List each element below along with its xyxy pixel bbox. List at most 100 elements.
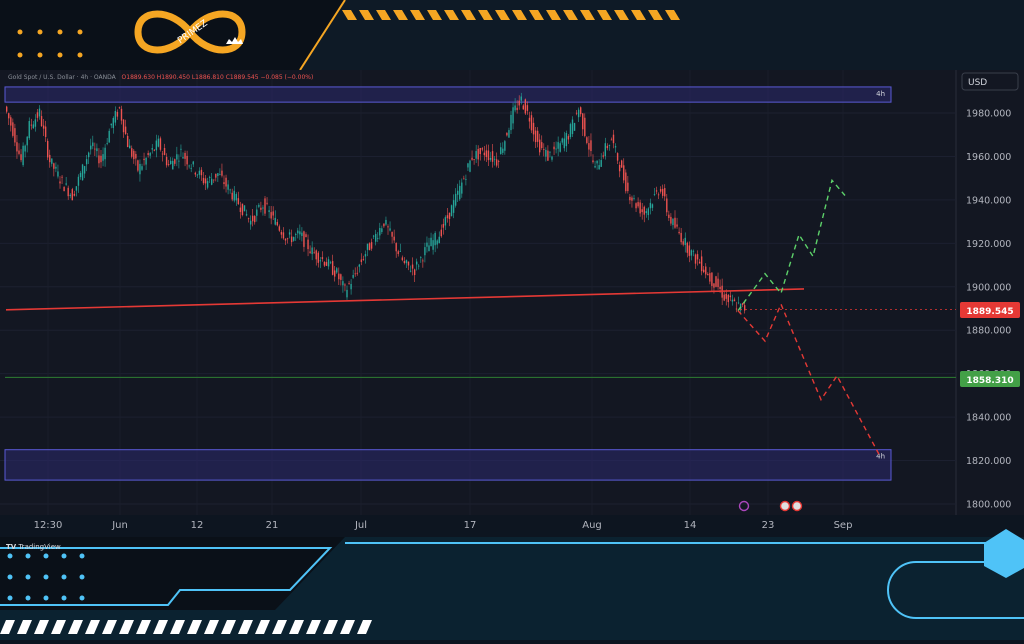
candle-body (98, 155, 100, 164)
candle-body (192, 161, 194, 165)
candle-body (221, 170, 223, 176)
candle-body (479, 148, 481, 155)
candle-body (489, 157, 492, 160)
candle-body (364, 254, 367, 257)
candle-body (206, 181, 209, 188)
zone-rect[interactable] (4, 449, 892, 481)
stripe (255, 620, 270, 634)
bottom-pill-outline (887, 561, 1024, 619)
candle-body (268, 210, 270, 213)
zone-rect[interactable] (4, 86, 892, 103)
candle-body (299, 231, 301, 235)
bearish-projection-path[interactable] (737, 302, 881, 457)
candle-body (71, 189, 73, 201)
event-markers (738, 500, 803, 512)
candle-body (26, 136, 28, 146)
candle-body (586, 137, 588, 143)
currency-label[interactable]: USD (968, 78, 987, 88)
candle-body (434, 232, 436, 246)
candle-body (278, 226, 281, 231)
candle-body (696, 254, 699, 260)
candle-body (194, 172, 196, 175)
candle-body (219, 174, 221, 175)
candle-body (290, 236, 293, 243)
candle-body (625, 172, 627, 192)
candle-body (676, 224, 678, 227)
candle-body (491, 151, 494, 162)
candle-body (96, 148, 98, 152)
candle-body (670, 216, 672, 224)
candle-body (418, 265, 420, 267)
candle-body (504, 141, 506, 151)
stripe (393, 10, 408, 20)
top-banner-panel (0, 0, 345, 70)
candle-body (469, 160, 471, 172)
candle-body (286, 238, 289, 240)
candle-body (331, 261, 334, 275)
candle-body (555, 148, 557, 150)
candle-body (233, 190, 235, 201)
currency-button[interactable]: USD (961, 72, 1019, 91)
stripe (306, 620, 321, 634)
candle-body (6, 106, 8, 112)
candle-body (643, 206, 645, 215)
candle-body (688, 245, 691, 256)
candle-body (444, 217, 447, 226)
candle-body (563, 138, 565, 149)
candle-body (157, 138, 160, 147)
candle-body (413, 269, 416, 276)
candle-body (51, 158, 53, 164)
candle-body (657, 194, 660, 196)
candle-body (24, 145, 26, 152)
candle-body (518, 100, 520, 106)
candle-body (124, 126, 127, 135)
candle-body (53, 163, 55, 169)
candle-body (459, 185, 461, 200)
support-trendline[interactable] (5, 288, 805, 311)
currency-button-frame[interactable] (961, 72, 1019, 91)
candle-body (73, 193, 76, 196)
candle-body (627, 182, 629, 192)
stripe (221, 620, 236, 634)
candle-body (293, 237, 295, 241)
candle-body (241, 203, 244, 215)
candle-body (612, 134, 615, 144)
tradingview-logo[interactable]: TV TradingView (6, 543, 61, 551)
candle-body (735, 308, 738, 310)
economic-event-icon-2[interactable] (791, 500, 803, 512)
decor-dot (25, 553, 31, 559)
candle-body (258, 204, 260, 207)
candle-body (668, 214, 670, 219)
candle-body (303, 231, 305, 247)
candle-body (467, 163, 469, 168)
candle-body (631, 197, 633, 201)
stripe (119, 620, 134, 634)
candle-body (580, 107, 582, 115)
candle-body (416, 261, 418, 265)
economic-event-icon[interactable] (779, 500, 791, 512)
candle-body (498, 161, 500, 162)
stripe (272, 620, 287, 634)
bullish-projection-path[interactable] (737, 178, 846, 312)
candle-body (172, 160, 174, 170)
target-price-tag: 1858.310 (960, 371, 1020, 387)
candle-body (295, 234, 297, 236)
candle-body (108, 130, 110, 143)
stripe (478, 10, 493, 20)
dividend-marker-icon[interactable] (738, 500, 750, 512)
candle-body (610, 139, 613, 141)
candle-body (372, 235, 375, 237)
candle-body (528, 117, 531, 122)
stripe (136, 620, 151, 634)
candle-body (477, 148, 479, 160)
candle-body (272, 211, 274, 216)
candle-body (545, 149, 547, 157)
candle-body (637, 202, 639, 207)
candle-body (717, 278, 719, 288)
candle-body (42, 125, 45, 129)
y-tick-label: 1840.000 (966, 413, 1011, 424)
candle-body (483, 152, 486, 156)
candle-body (662, 188, 664, 196)
candle-body (596, 160, 598, 164)
candle-body (178, 160, 180, 162)
